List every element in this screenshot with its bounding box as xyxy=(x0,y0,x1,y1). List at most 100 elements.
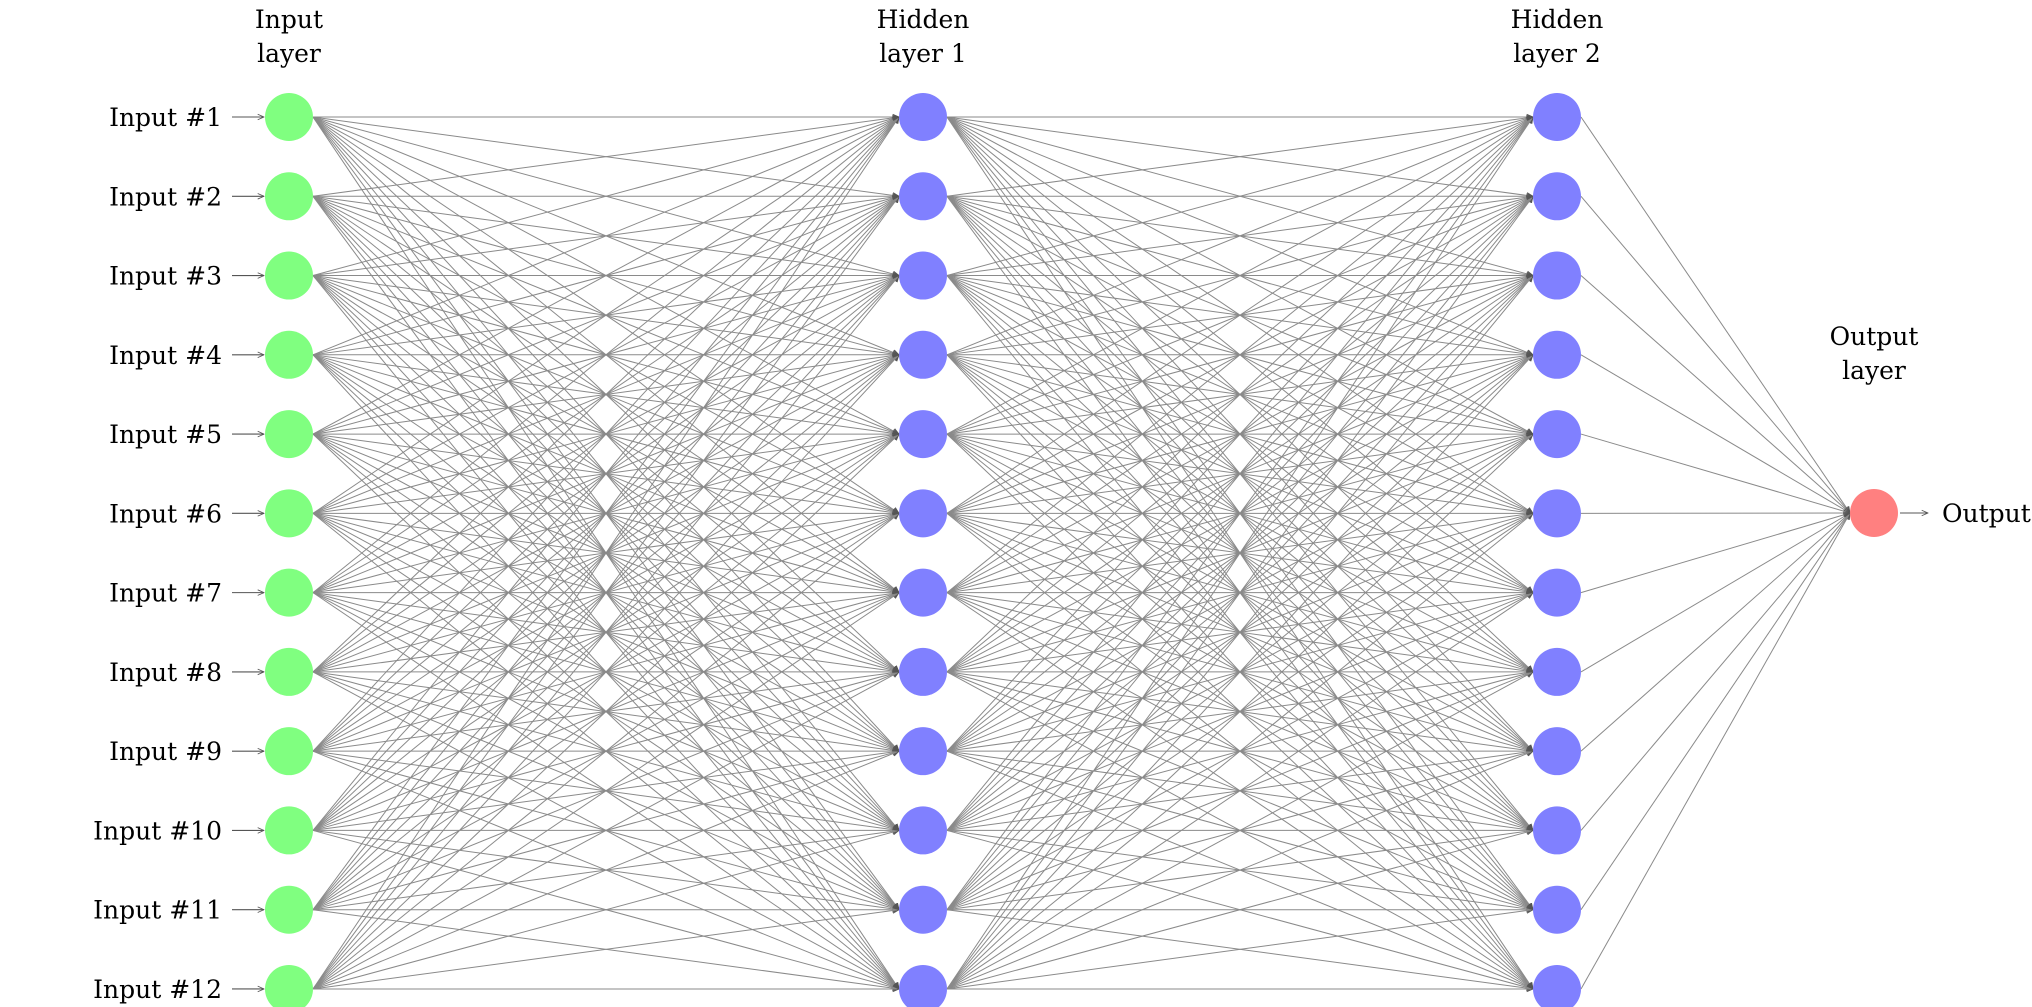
hidden1-neuron-9 xyxy=(899,727,947,776)
hidden2-neuron-10 xyxy=(1533,806,1581,855)
input-neuron-5 xyxy=(265,410,313,459)
input-neuron-8 xyxy=(265,647,313,696)
input-neuron-7 xyxy=(265,568,313,617)
input-label-6: Input #6 xyxy=(109,499,222,528)
connection-input-12-to-hidden1-10 xyxy=(312,830,899,990)
layer-title-output-line1: Output xyxy=(1830,322,1919,351)
hidden1-neuron-3 xyxy=(899,251,947,300)
connection-input-12-to-hidden1-4 xyxy=(312,355,899,990)
connection-input-7-to-hidden1-1 xyxy=(312,117,899,594)
connection-hidden1-10-to-hidden2-1 xyxy=(946,117,1533,831)
connection-hidden1-5-to-hidden2-1 xyxy=(946,117,1533,435)
hidden1-neuron-4 xyxy=(899,330,947,379)
hidden1-neuron-8 xyxy=(899,647,947,696)
hidden1-neuron-5 xyxy=(899,410,947,459)
connection-hidden2-2-to-output-1 xyxy=(1580,195,1850,513)
neurons xyxy=(265,93,1898,1007)
input-label-2: Input #2 xyxy=(109,182,222,211)
input-label-7: Input #7 xyxy=(109,579,222,608)
connection-hidden1-4-to-hidden2-1 xyxy=(946,117,1533,356)
connection-input-12-to-hidden1-1 xyxy=(312,117,899,990)
connection-hidden1-12-to-hidden2-2 xyxy=(946,196,1533,990)
output-neuron-1 xyxy=(1850,489,1898,537)
connection-input-5-to-hidden1-1 xyxy=(312,117,899,435)
connection-hidden1-12-to-hidden2-1 xyxy=(946,117,1533,990)
hidden2-neuron-4 xyxy=(1533,330,1581,379)
input-neuron-9 xyxy=(265,727,313,776)
input-neuron-1 xyxy=(265,93,313,141)
layer-title-input-line2: layer xyxy=(257,39,321,68)
connection-input-12-to-hidden1-9 xyxy=(312,751,899,990)
connection-hidden2-3-to-output-1 xyxy=(1580,275,1850,513)
input-neuron-12 xyxy=(265,964,313,1007)
connection-input-11-to-hidden1-1 xyxy=(312,117,899,910)
input-label-9: Input #9 xyxy=(109,737,222,766)
connection-hidden1-12-to-hidden2-9 xyxy=(946,751,1533,990)
input-neuron-11 xyxy=(265,885,313,934)
layer-title-output: Output layer xyxy=(1830,322,1919,385)
layer-title-hidden1-line2: layer 1 xyxy=(879,39,967,68)
connection-input-12-to-hidden1-6 xyxy=(312,513,899,990)
input-label-3: Input #3 xyxy=(109,262,222,291)
layer-title-hidden1-line1: Hidden xyxy=(877,5,970,34)
io-arrows xyxy=(232,117,1928,989)
connection-input-9-to-hidden1-1 xyxy=(312,117,899,752)
hidden2-neuron-1 xyxy=(1533,93,1581,141)
connection-hidden1-2-to-hidden2-1 xyxy=(946,117,1533,197)
connection-hidden2-10-to-output-1 xyxy=(1580,513,1850,831)
connection-input-6-to-hidden1-1 xyxy=(312,117,899,514)
input-label-5: Input #5 xyxy=(109,420,222,449)
layer-title-output-line2: layer xyxy=(1842,356,1906,385)
hidden2-neuron-6 xyxy=(1533,489,1581,538)
connection-hidden2-5-to-output-1 xyxy=(1580,433,1850,513)
hidden1-neuron-2 xyxy=(899,172,947,221)
layer-title-input: Input layer xyxy=(255,5,323,68)
connection-input-12-to-hidden1-5 xyxy=(312,434,899,990)
connection-input-12-to-hidden1-3 xyxy=(312,276,899,990)
connection-input-8-to-hidden1-1 xyxy=(312,117,899,673)
node-labels: Input #1 Input #2 Input #3 Input #4 Input #5… xyxy=(93,103,2031,1004)
layer-title-hidden2-line1: Hidden xyxy=(1511,5,1604,34)
hidden2-neuron-8 xyxy=(1533,647,1581,696)
layer-title-hidden2-line2: layer 2 xyxy=(1513,39,1601,68)
input-neuron-3 xyxy=(265,251,313,300)
connection-hidden1-12-to-hidden2-11 xyxy=(946,910,1533,990)
input-label-12: Input #12 xyxy=(93,975,222,1004)
input-label-4: Input #4 xyxy=(109,341,222,370)
connection-hidden2-7-to-output-1 xyxy=(1580,513,1850,594)
hidden1-neuron-10 xyxy=(899,806,947,855)
connection-hidden1-11-to-hidden2-1 xyxy=(946,117,1533,910)
input-neuron-10 xyxy=(265,806,313,855)
hidden2-neuron-9 xyxy=(1533,727,1581,776)
connection-hidden1-12-to-hidden2-6 xyxy=(946,513,1533,990)
connection-input-4-to-hidden1-1 xyxy=(312,117,899,356)
connection-hidden1-9-to-hidden2-1 xyxy=(946,117,1533,752)
input-neuron-4 xyxy=(265,330,313,379)
input-label-11: Input #11 xyxy=(93,896,222,925)
connection-hidden2-4-to-output-1 xyxy=(1580,354,1850,513)
connection-input-12-to-hidden1-7 xyxy=(312,593,899,990)
layer-title-hidden1: Hidden layer 1 xyxy=(877,5,970,68)
connection-hidden2-12-to-output-1 xyxy=(1580,513,1850,990)
connection-hidden1-12-to-hidden2-10 xyxy=(946,830,1533,990)
hidden1-neuron-7 xyxy=(899,568,947,617)
connection-hidden2-9-to-output-1 xyxy=(1580,513,1850,752)
input-neuron-2 xyxy=(265,172,313,221)
connection-hidden1-7-to-hidden2-1 xyxy=(946,117,1533,594)
input-neuron-6 xyxy=(265,489,313,538)
input-label-10: Input #10 xyxy=(93,816,222,845)
connection-input-12-to-hidden1-2 xyxy=(312,196,899,990)
connection-hidden1-12-to-hidden2-8 xyxy=(946,672,1533,990)
hidden1-neuron-1 xyxy=(899,93,947,141)
connection-input-3-to-hidden1-1 xyxy=(312,117,899,277)
layer-title-input-line1: Input xyxy=(255,5,323,34)
hidden1-neuron-11 xyxy=(899,885,947,934)
hidden1-neuron-12 xyxy=(899,964,947,1007)
connection-hidden1-12-to-hidden2-3 xyxy=(946,276,1533,990)
connection-hidden1-8-to-hidden2-1 xyxy=(946,117,1533,673)
connection-hidden1-6-to-hidden2-1 xyxy=(946,117,1533,514)
hidden2-neuron-11 xyxy=(1533,885,1581,934)
connection-input-2-to-hidden1-1 xyxy=(312,117,899,197)
connection-input-12-to-hidden1-11 xyxy=(312,910,899,990)
